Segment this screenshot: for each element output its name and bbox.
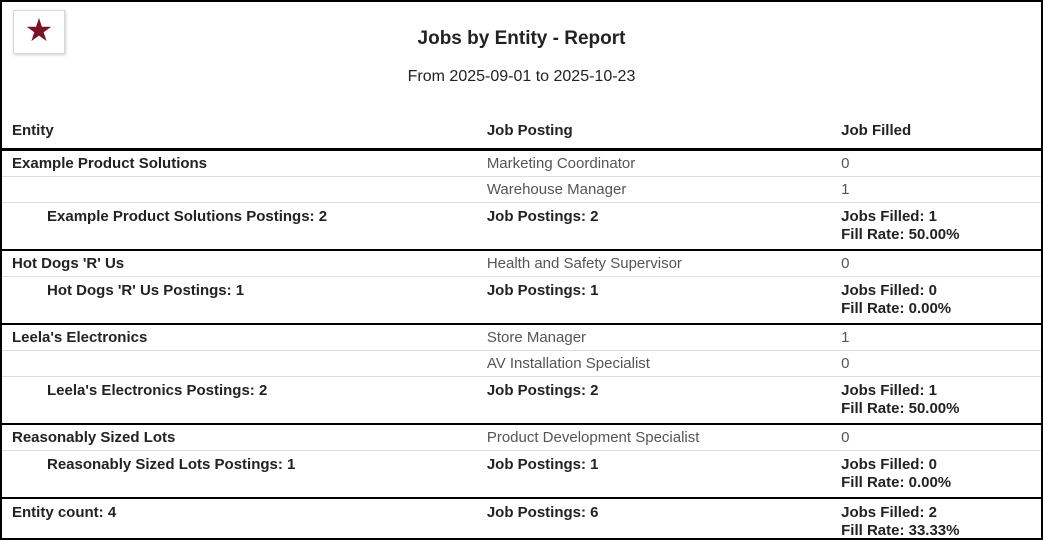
table-row: Example Product Solutions Marketing Coor… (2, 150, 1041, 177)
entity-section: Leela's Electronics Store Manager 1 AV I… (2, 324, 1041, 424)
entity-name: Leela's Electronics (12, 329, 148, 346)
entity-name: Reasonably Sized Lots (12, 429, 176, 446)
entity-name-empty (2, 177, 477, 203)
posting-cell: Product Development Specialist (486, 429, 700, 446)
filled-cell: 0 (841, 255, 850, 272)
filled-cell: 1 (841, 181, 850, 198)
column-header-entity: Entity (12, 122, 54, 139)
totals-row: Entity count: 4 Job Postings: 6 Jobs Fil… (2, 498, 1041, 539)
summary-row: Hot Dogs 'R' Us Postings: 1 Job Postings… (2, 277, 1041, 325)
summary-fill-rate: Fill Rate: 50.00% (841, 400, 960, 417)
entity-name: Hot Dogs 'R' Us (12, 255, 125, 272)
summary-row: Leela's Electronics Postings: 2 Job Post… (2, 377, 1041, 425)
table-header: Entity Job Posting Job Filled (2, 113, 1041, 150)
table-row: Warehouse Manager 1 (2, 177, 1041, 203)
summary-postings-label: Example Product Solutions Postings: 2 (47, 208, 328, 225)
posting-cell: Marketing Coordinator (486, 155, 636, 172)
entity-section: Reasonably Sized Lots Product Developmen… (2, 424, 1041, 498)
summary-job-postings: Job Postings: 2 (486, 382, 599, 399)
summary-fill-rate: Fill Rate: 0.00% (841, 474, 952, 491)
page-title: Jobs by Entity - Report (417, 28, 626, 49)
summary-jobs-filled: Jobs Filled: 0 (841, 456, 937, 473)
summary-filled-cell: Jobs Filled: 1 Fill Rate: 50.00% (831, 377, 1041, 425)
summary-row: Example Product Solutions Postings: 2 Jo… (2, 203, 1041, 251)
entity-section: Hot Dogs 'R' Us Health and Safety Superv… (2, 250, 1041, 324)
summary-job-postings: Job Postings: 1 (486, 456, 599, 473)
totals-filled-cell: Jobs Filled: 2 Fill Rate: 33.33% (831, 498, 1041, 539)
jobs-by-entity-table: Entity Job Posting Job Filled Example Pr… (2, 113, 1041, 539)
summary-filled-cell: Jobs Filled: 0 Fill Rate: 0.00% (831, 451, 1041, 499)
summary-jobs-filled: Jobs Filled: 0 (841, 282, 937, 299)
table-row: Reasonably Sized Lots Product Developmen… (2, 424, 1041, 451)
totals-fill-rate: Fill Rate: 33.33% (841, 522, 960, 539)
entity-section: Example Product Solutions Marketing Coor… (2, 149, 1041, 251)
posting-cell: Store Manager (486, 329, 587, 346)
date-range: From 2025-09-01 to 2025-10-23 (407, 68, 636, 85)
table-row: Leela's Electronics Store Manager 1 (2, 324, 1041, 351)
star-icon: ★ (24, 12, 54, 48)
summary-job-postings: Job Postings: 2 (486, 208, 599, 225)
totals-entity-count: Entity count: 4 (12, 504, 117, 521)
table-row: AV Installation Specialist 0 (2, 351, 1041, 377)
filled-cell: 0 (841, 429, 850, 446)
header-row: Entity Job Posting Job Filled (2, 113, 1041, 150)
filled-cell: 0 (841, 355, 850, 372)
summary-postings-label: Hot Dogs 'R' Us Postings: 1 (47, 282, 245, 299)
column-header-job-filled: Job Filled (841, 122, 912, 139)
summary-fill-rate: Fill Rate: 50.00% (841, 226, 960, 243)
summary-filled-cell: Jobs Filled: 0 Fill Rate: 0.00% (831, 277, 1041, 325)
summary-fill-rate: Fill Rate: 0.00% (841, 300, 952, 317)
summary-filled-cell: Jobs Filled: 1 Fill Rate: 50.00% (831, 203, 1041, 251)
summary-postings-label: Leela's Electronics Postings: 2 (47, 382, 268, 399)
totals-job-postings: Job Postings: 6 (486, 504, 599, 521)
summary-row: Reasonably Sized Lots Postings: 1 Job Po… (2, 451, 1041, 499)
posting-cell: Health and Safety Supervisor (486, 255, 682, 272)
table-totals: Entity count: 4 Job Postings: 6 Jobs Fil… (2, 498, 1041, 539)
column-header-job-posting: Job Posting (486, 122, 573, 139)
summary-jobs-filled: Jobs Filled: 1 (841, 208, 937, 225)
summary-jobs-filled: Jobs Filled: 1 (841, 382, 937, 399)
summary-postings-label: Reasonably Sized Lots Postings: 1 (47, 456, 296, 473)
posting-cell: Warehouse Manager (486, 181, 627, 198)
posting-cell: AV Installation Specialist (486, 355, 650, 372)
entity-name: Example Product Solutions (12, 155, 208, 172)
app-logo: ★ (13, 10, 65, 54)
totals-jobs-filled: Jobs Filled: 2 (841, 504, 937, 521)
summary-job-postings: Job Postings: 1 (486, 282, 599, 299)
filled-cell: 0 (841, 155, 850, 172)
table-row: Hot Dogs 'R' Us Health and Safety Superv… (2, 250, 1041, 277)
filled-cell: 1 (841, 329, 850, 346)
entity-name-empty (2, 351, 477, 377)
